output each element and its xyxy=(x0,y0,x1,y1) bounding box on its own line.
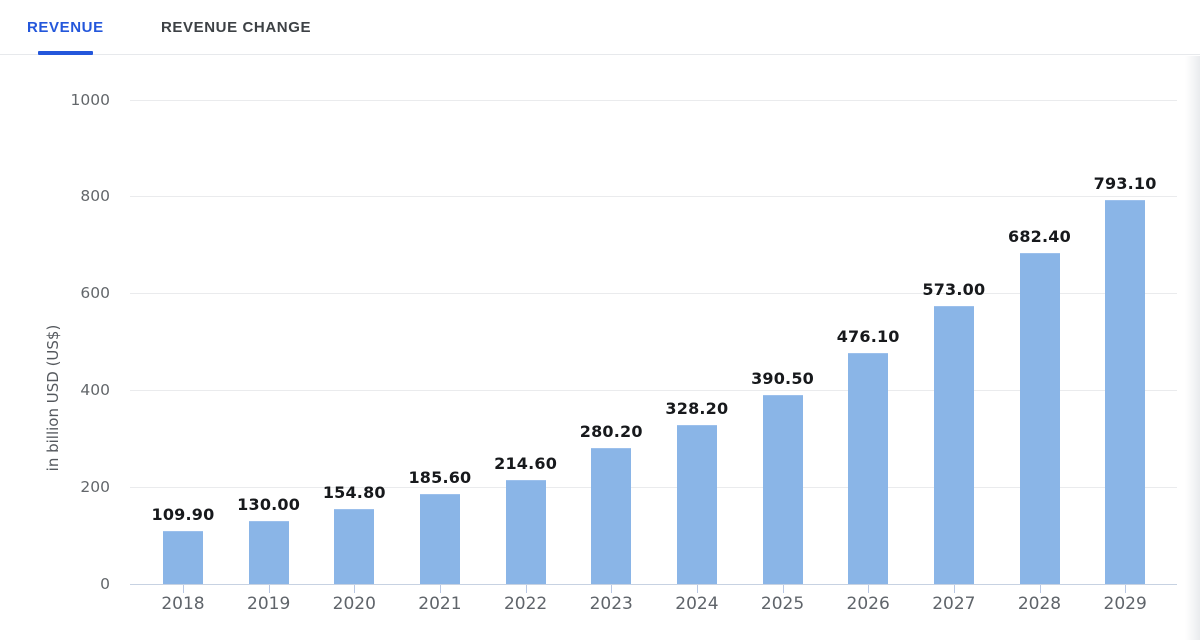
y-tick-label-0: 0 xyxy=(100,575,110,593)
bar-2025[interactable] xyxy=(762,395,803,584)
x-tick-label-2029: 2029 xyxy=(1103,594,1147,614)
bar-value-label-2021: 185.60 xyxy=(408,468,472,487)
bar-2026[interactable] xyxy=(848,353,889,584)
right-edge-shadow xyxy=(1185,56,1200,640)
y-tick-label-200: 200 xyxy=(80,478,110,497)
tab-revenue-change[interactable]: REVENUE CHANGE xyxy=(161,19,312,36)
bar-2027[interactable] xyxy=(933,306,974,584)
bar-value-label-2023: 280.20 xyxy=(579,422,643,441)
bar-value-label-2024: 328.20 xyxy=(665,399,729,418)
gridline-400 xyxy=(130,390,1177,392)
bar-2023[interactable] xyxy=(591,448,632,584)
y-tick-label-600: 600 xyxy=(80,284,110,303)
gridline-200 xyxy=(130,487,1177,489)
bar-value-label-2025: 390.50 xyxy=(751,369,815,388)
tab-revenue[interactable]: REVENUE xyxy=(27,19,104,36)
revenue-bar-chart: in billion USD (US$) 0 200 400 600 800 1000 10… xyxy=(0,56,1185,640)
y-tick-label-400: 400 xyxy=(80,381,110,400)
x-axis-tick-2026 xyxy=(868,585,870,593)
x-tick-label-2024: 2024 xyxy=(675,594,719,614)
bar-2022[interactable] xyxy=(505,480,546,584)
bar-2024[interactable] xyxy=(676,425,717,584)
x-axis-tick-2027 xyxy=(953,585,955,593)
x-axis-tick-2025 xyxy=(782,585,784,593)
bar-value-label-2029: 793.10 xyxy=(1093,174,1157,193)
tab-bar: REVENUE REVENUE CHANGE xyxy=(0,0,1200,55)
bar-value-label-2018: 109.90 xyxy=(151,505,215,524)
x-axis-tick-2021 xyxy=(439,585,441,593)
x-axis-tick-2019 xyxy=(268,585,270,593)
y-tick-label-800: 800 xyxy=(80,187,110,206)
bar-2020[interactable] xyxy=(334,509,375,584)
gridline-600 xyxy=(130,293,1177,295)
bar-2021[interactable] xyxy=(419,494,460,584)
active-tab-underline xyxy=(38,51,93,55)
x-axis-tick-2022 xyxy=(525,585,527,593)
bar-value-label-2027: 573.00 xyxy=(922,280,986,299)
x-tick-label-2023: 2023 xyxy=(589,594,633,614)
bar-2019[interactable] xyxy=(248,521,289,584)
x-axis-tick-2028 xyxy=(1039,585,1041,593)
bar-value-label-2026: 476.10 xyxy=(836,327,900,346)
x-tick-label-2018: 2018 xyxy=(161,594,205,614)
bar-2029[interactable] xyxy=(1105,200,1146,584)
bar-value-label-2020: 154.80 xyxy=(322,483,386,502)
gridline-1000 xyxy=(130,99,1177,101)
x-axis-line xyxy=(130,584,1177,585)
x-tick-label-2020: 2020 xyxy=(332,594,376,614)
bar-2018[interactable] xyxy=(163,531,203,584)
x-tick-label-2028: 2028 xyxy=(1017,594,1062,614)
y-tick-label-1000: 1000 xyxy=(70,90,110,109)
x-tick-label-2025: 2025 xyxy=(760,594,805,614)
x-axis-tick-2018 xyxy=(183,585,184,593)
bar-value-label-2028: 682.40 xyxy=(1008,227,1071,246)
x-tick-label-2026: 2026 xyxy=(846,594,890,614)
x-tick-label-2022: 2022 xyxy=(503,594,548,614)
x-axis-tick-2020 xyxy=(354,585,356,593)
x-tick-label-2019: 2019 xyxy=(247,594,291,614)
bar-value-label-2022: 214.60 xyxy=(494,454,558,473)
x-axis-tick-2029 xyxy=(1125,585,1127,593)
x-tick-label-2021: 2021 xyxy=(418,594,462,614)
bar-value-label-2019: 130.00 xyxy=(237,495,301,514)
x-axis-tick-2023 xyxy=(611,585,613,593)
x-axis-tick-2024 xyxy=(696,585,698,593)
bar-2028[interactable] xyxy=(1019,253,1060,584)
x-tick-label-2027: 2027 xyxy=(932,594,976,614)
gridline-800 xyxy=(130,196,1177,198)
